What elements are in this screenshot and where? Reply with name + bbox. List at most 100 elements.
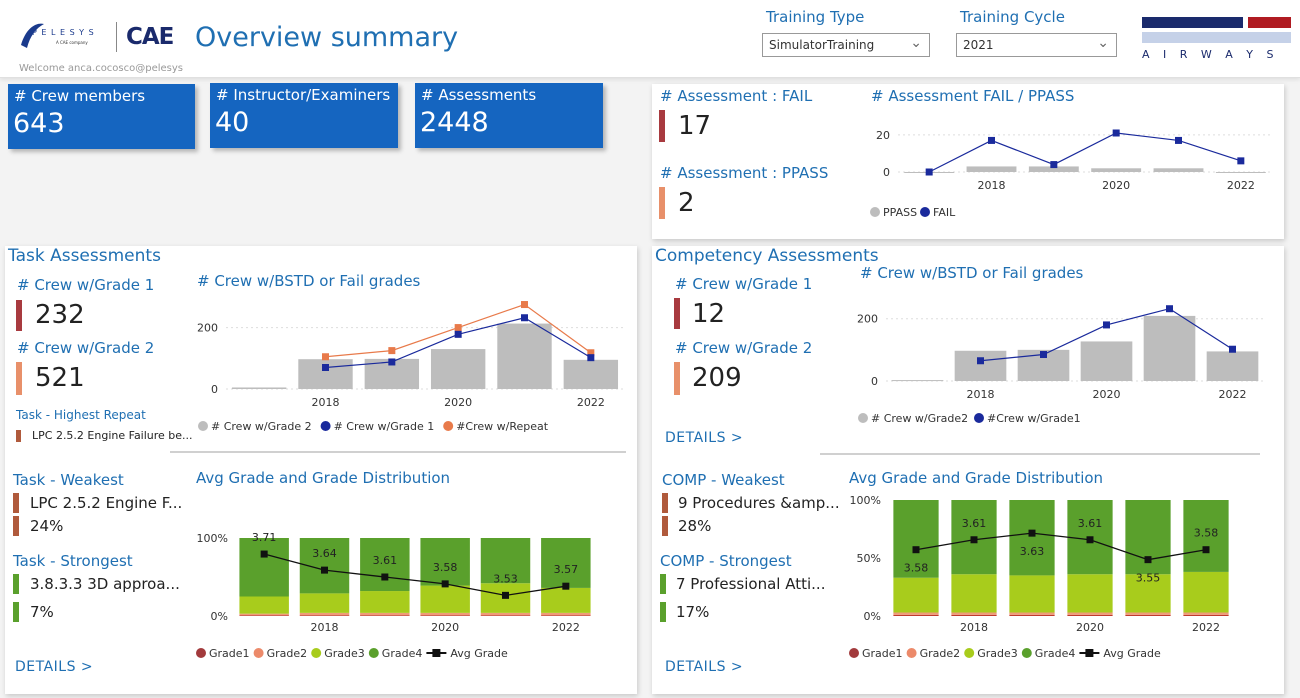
avg-grade-label: 3.58 (433, 561, 458, 574)
chevron-down-icon: ⌄ (1097, 35, 1109, 51)
airways-logo: A I R W A Y S (1142, 17, 1292, 63)
legend-label: Grade4 (382, 647, 423, 660)
data-point (1175, 136, 1182, 144)
avg-grade-point (441, 580, 449, 588)
legend-marker (906, 648, 917, 658)
x-tick-label: 2018 (978, 179, 1006, 192)
avg-grade-label: 3.61 (373, 554, 398, 567)
x-tick-label: 2018 (312, 396, 340, 409)
data-point (322, 364, 329, 371)
comp-weakest-label: COMP - Weakest (662, 471, 785, 489)
task-strongest-indicator-bar (13, 574, 19, 594)
comp-avg-grade-chart[interactable]: 100% 50% 0% 3.58 3.61 3.63 3.61 3.55 3.58 2018 202… (845, 494, 1265, 664)
comp-weakest-pct: 28% (678, 517, 712, 535)
comp-grade1-value: 12 (692, 299, 726, 329)
bar (891, 380, 944, 382)
kpi-value: 40 (215, 107, 250, 138)
comp-grade1-indicator-bar (674, 298, 680, 329)
bar (563, 359, 619, 389)
comp-bstd-chart[interactable]: 200 0 2018 2020 2022 # Crew w/Grade2 #Crew w/G… (850, 290, 1270, 430)
data-point (1040, 351, 1047, 359)
competency-assessments-title: Competency Assessments (655, 246, 879, 266)
fail-ppass-chart[interactable]: 20 0 2018 2020 2022 PPASS FAIL (860, 112, 1270, 230)
legend-marker (964, 648, 975, 658)
avg-grade-label: 3.58 (904, 562, 929, 575)
stacked-bar-segment (541, 538, 591, 588)
x-tick-label: 2020 (444, 396, 472, 409)
avg-grade-label: 3.64 (312, 547, 337, 560)
data-point (1050, 161, 1058, 169)
avg-grade-label: 3.61 (962, 517, 987, 530)
stacked-bar-segment (893, 500, 939, 578)
bar (497, 323, 552, 389)
bar (1153, 168, 1204, 172)
legend-label: Grade3 (977, 647, 1018, 660)
kpi-instructor-examiners[interactable]: # Instructor/Examiners 40 (210, 83, 398, 148)
task-weakest-pct-indicator-bar (13, 516, 19, 536)
task-avg-grade-chart[interactable]: 100% 0% 3.71 3.64 3.61 3.58 3.53 3.57 2018 2020 20… (190, 494, 630, 664)
kpi-value: 643 (13, 108, 65, 139)
data-point (521, 301, 528, 309)
data-point (454, 324, 462, 332)
stacked-bar-segment (1067, 574, 1113, 613)
x-tick-label: 2020 (1093, 388, 1121, 401)
y-tick-label: 0 (211, 383, 218, 396)
avg-grade-line (263, 553, 566, 597)
comp-details-link[interactable]: DETAILS > (665, 659, 744, 675)
stacked-bar-segment (420, 612, 470, 616)
data-point (977, 357, 984, 365)
bar (1091, 168, 1142, 172)
logo-divider (116, 22, 117, 52)
avg-grade-point (502, 591, 509, 599)
fail-indicator-bar (659, 110, 665, 142)
comp-weakest-name: 9 Procedures &amp... (678, 494, 840, 512)
data-point (322, 353, 329, 361)
pelesys-logo-sub: A CAE company (56, 40, 88, 45)
bar (966, 166, 1017, 172)
kpi-value: 2448 (420, 107, 489, 138)
x-tick-label: 2022 (1227, 179, 1255, 192)
avg-grade-point (381, 573, 389, 581)
training-type-dropdown[interactable]: SimulatorTraining ⌄ (762, 33, 930, 57)
bar (1215, 172, 1266, 173)
stacked-bar-segment (1009, 614, 1055, 616)
airways-logo-text: A I R W A Y S (1142, 48, 1279, 61)
data-point (388, 347, 396, 355)
data-point (1112, 129, 1120, 137)
comp-strongest-name: 7 Professional Atti... (676, 575, 826, 593)
task-strongest-pct: 7% (30, 603, 54, 621)
task-strongest-name: 3.8.3.3 3D approa... (30, 575, 180, 593)
x-tick-label: 2022 (1192, 621, 1220, 634)
data-point (1103, 321, 1110, 329)
legend-label: Grade2 (920, 647, 961, 660)
legend-marker (253, 648, 264, 658)
chevron-down-icon: ⌄ (910, 35, 922, 51)
y-tick-label: 0% (211, 610, 228, 623)
comp-bstd-chart-title: # Crew w/BSTD or Fail grades (860, 264, 1084, 282)
stacked-bar-segment (893, 612, 939, 615)
comp-grade1-label: # Crew w/Grade 1 (675, 275, 813, 293)
avg-grade-point (562, 582, 570, 590)
welcome-text: Welcome anca.cocosco@pelesys (19, 63, 184, 74)
legend-marker (920, 207, 930, 217)
airways-logo-stripe-navy (1142, 17, 1243, 28)
series-line (928, 132, 1242, 173)
avg-grade-label: 3.53 (493, 572, 518, 585)
stacked-bar-segment (1067, 612, 1113, 615)
data-point (925, 168, 933, 176)
comp-avg-chart-title: Avg Grade and Grade Distribution (849, 469, 1104, 487)
kpi-assessments[interactable]: # Assessments 2448 (415, 83, 603, 148)
kpi-crew-members[interactable]: # Crew members 643 (8, 84, 195, 149)
task-strongest-pct-indicator-bar (13, 602, 19, 622)
kpi-label: # Crew members (14, 87, 146, 105)
task-details-link[interactable]: DETAILS > (15, 659, 94, 675)
task-bstd-chart[interactable]: 200 0 2018 2020 2022 # Crew w/Grade 2 # Crew w… (190, 296, 630, 438)
y-tick-label: 100% (197, 532, 228, 545)
legend-marker (311, 648, 322, 658)
comp-weakest-indicator-bar (662, 493, 668, 513)
stacked-bar-segment (1009, 612, 1055, 615)
legend-label: # Crew w/Grade 2 (211, 420, 312, 433)
training-cycle-dropdown[interactable]: 2021 ⌄ (956, 33, 1117, 57)
comp-details-top-link[interactable]: DETAILS > (665, 430, 744, 446)
legend-marker (320, 421, 331, 431)
